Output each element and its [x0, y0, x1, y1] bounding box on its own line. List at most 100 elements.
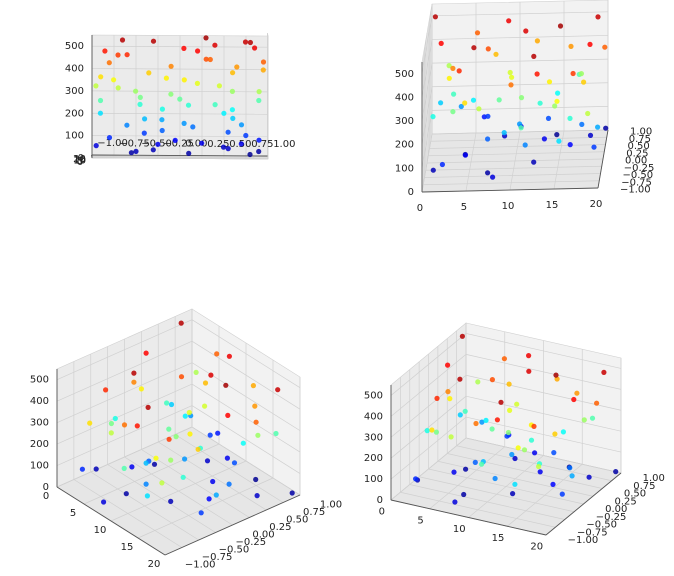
- scatter-point: [166, 426, 172, 432]
- scatter-point: [178, 374, 185, 380]
- y-tick-label: −1.00: [568, 535, 599, 546]
- z-tick-label: 200: [65, 108, 84, 119]
- grid-line-z: [465, 416, 622, 453]
- x-tick-label: 20: [530, 542, 543, 553]
- scatter-point: [567, 115, 573, 121]
- grid-line-y: [107, 464, 216, 533]
- scatter-point: [226, 353, 232, 359]
- grid-line-y: [409, 484, 565, 520]
- grid-line-y: [426, 158, 604, 164]
- grid-line-z: [431, 106, 609, 111]
- scatter-point: [430, 114, 436, 120]
- grid-line-y: [124, 456, 233, 526]
- scatter-point: [523, 28, 529, 34]
- grid-line-z: [431, 35, 609, 40]
- scatter-point: [528, 437, 535, 443]
- scatter-point: [124, 122, 130, 128]
- scatter-point: [203, 35, 209, 41]
- y-tick-label: −0.50: [219, 544, 250, 555]
- grid-line-z: [465, 354, 622, 390]
- x-tick-label: 5: [77, 156, 83, 167]
- scatter-point: [457, 376, 463, 382]
- scatter-point: [589, 415, 596, 421]
- scatter-point: [518, 125, 524, 131]
- scatter-point: [168, 401, 175, 408]
- grid-line-y: [174, 434, 284, 503]
- scatter-point: [512, 481, 518, 487]
- scatter-point: [215, 430, 221, 436]
- scatter-point: [475, 379, 481, 385]
- y-tick-label: −0.75: [202, 552, 233, 563]
- scatter-point: [569, 473, 575, 479]
- scatter-point: [471, 45, 477, 51]
- grid-line-y: [158, 441, 267, 511]
- x-tick-label: 0: [43, 491, 49, 502]
- y-tick-label: −0.75: [577, 527, 608, 538]
- x-tick-label: 15: [546, 200, 559, 211]
- z-tick-label: 300: [30, 418, 49, 429]
- z-tick-label: 400: [364, 411, 383, 422]
- scatter-point: [180, 474, 186, 480]
- scatter-point: [514, 401, 520, 407]
- scatter-point: [438, 100, 444, 106]
- grid-line-y: [113, 155, 115, 159]
- scatter-point: [532, 450, 538, 456]
- scatter-point: [581, 79, 587, 85]
- x-axis-line: [390, 499, 547, 536]
- scatter-point: [247, 39, 253, 46]
- scatter-point: [230, 70, 236, 76]
- y-tick-label: −0.25: [235, 537, 266, 548]
- y-tick-label: −0.75: [119, 138, 150, 149]
- scatter-point: [108, 420, 114, 427]
- scatter-point: [225, 146, 231, 152]
- scatter-point: [253, 476, 259, 483]
- scatter-point: [541, 136, 548, 142]
- x-tick-label: 5: [417, 515, 423, 526]
- scatter-point: [456, 68, 462, 74]
- scatter-point: [509, 451, 515, 458]
- scatter-point: [129, 464, 135, 470]
- grid-line-z: [91, 90, 269, 93]
- grid-line-z: [267, 44, 269, 48]
- y-axis-line: [91, 154, 268, 157]
- scatter-point: [181, 120, 187, 126]
- x-tick-label: 20: [148, 559, 161, 570]
- scatter-point: [508, 82, 514, 88]
- scatter-point: [430, 167, 436, 173]
- scatter-point: [256, 89, 262, 95]
- scatter-point: [181, 77, 187, 83]
- grid-line-z: [390, 333, 467, 396]
- scatter-point: [537, 100, 543, 106]
- scatter-point: [240, 440, 246, 446]
- grid-line-z: [191, 383, 301, 453]
- grid-line-z: [267, 111, 269, 115]
- scatter-point: [97, 110, 103, 116]
- grid-line-z: [421, 110, 433, 169]
- scatter-point: [186, 409, 192, 416]
- scatter-point: [557, 23, 564, 29]
- y-tick-label: 0.75: [629, 134, 651, 145]
- scatter-point: [559, 491, 565, 497]
- grid-line-y: [135, 155, 137, 159]
- scatter-point: [229, 107, 235, 113]
- scatter-point: [195, 48, 201, 54]
- scatter-point: [204, 458, 211, 464]
- scatter-point: [121, 465, 127, 471]
- scatter-point: [254, 493, 260, 499]
- z-tick-label: 100: [395, 163, 414, 174]
- grid-line-z: [267, 133, 269, 137]
- grid-line-z: [56, 383, 193, 445]
- scatter-point: [462, 408, 468, 414]
- scatter-point: [103, 387, 109, 393]
- scatter-point: [163, 75, 169, 81]
- scatter-point: [521, 447, 528, 453]
- scatter-point: [591, 144, 597, 150]
- scatter-point: [142, 116, 148, 122]
- scatter-point: [213, 492, 219, 498]
- scatter-point: [108, 430, 114, 436]
- scatter-point: [568, 43, 574, 50]
- scatter-point: [595, 14, 601, 20]
- scatter-point: [202, 380, 209, 386]
- scatter-point: [273, 430, 279, 437]
- grid-line-z: [465, 395, 622, 432]
